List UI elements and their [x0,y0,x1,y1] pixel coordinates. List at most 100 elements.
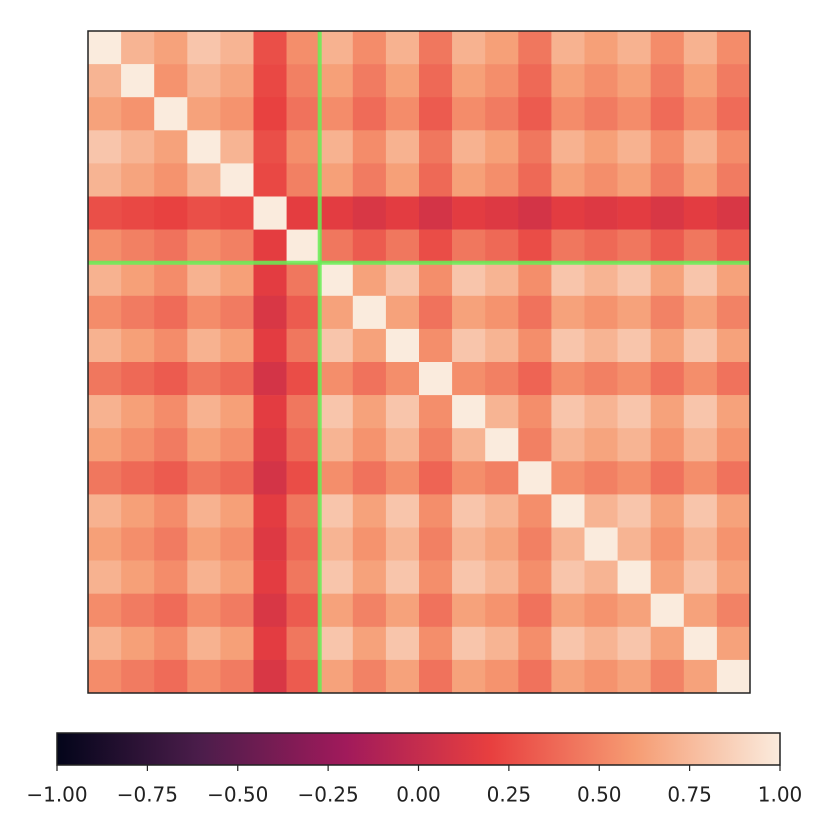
heat-cell [220,163,254,197]
heat-cell [319,64,354,98]
heat-cell [385,262,420,297]
heat-cell [319,362,354,396]
heat-cell [617,560,651,594]
heat-cell [584,494,618,528]
heat-cell [187,560,221,594]
heat-cell [187,527,221,561]
heat-cell [485,659,519,694]
heat-cell [319,461,354,495]
heat-cell [187,428,221,462]
heat-cell [121,328,155,363]
heat-cell [286,97,320,131]
heat-cell [253,395,287,429]
heat-cell [518,97,552,131]
heat-cell [617,130,651,164]
heat-cell [419,395,453,429]
heat-cell [88,31,122,65]
heat-cell [286,130,320,164]
heat-cell [650,31,685,65]
heat-cell [419,626,453,661]
heat-cell [485,163,519,197]
heat-cell [253,196,287,230]
heat-cell [88,229,122,263]
heat-cell [650,461,685,495]
heat-cell [452,163,486,197]
colorbar-tick-label: −0.75 [117,783,178,807]
heat-cell [551,626,585,661]
heat-cell [650,593,685,628]
heat-cell [253,461,287,495]
heat-cell [716,560,751,594]
heat-cell [452,64,486,98]
heat-cell [551,659,585,694]
heat-cell [352,196,387,230]
heat-cell [88,130,122,164]
heat-cell [220,130,254,164]
heat-cell [352,328,387,363]
heat-cell [716,395,751,429]
heat-cell [617,64,651,98]
heat-cell [683,229,718,263]
heat-cell [121,229,155,263]
heat-cell [518,229,552,263]
heat-cell [385,659,420,694]
heat-cell [187,295,221,330]
heat-cell [584,64,618,98]
heat-cell [551,295,585,330]
heat-cell [187,196,221,230]
heat-cell [716,659,751,694]
heat-cell [584,362,618,396]
heat-cell [286,196,320,230]
heat-cell [683,97,718,131]
heat-cell [518,163,552,197]
heat-cell [220,428,254,462]
heat-cell [518,262,552,297]
heat-cell [683,31,718,65]
heat-cell [88,428,122,462]
heat-cell [518,295,552,330]
heat-cell [584,262,618,297]
heat-cell [352,461,387,495]
heat-cell [551,494,585,528]
heat-cell [253,229,287,263]
heat-cell [385,97,420,131]
heat-cell [584,659,618,694]
heat-cell [617,328,651,363]
heat-cell [220,461,254,495]
heat-cell [650,659,685,694]
heat-cell [88,494,122,528]
heat-cell [352,163,387,197]
heat-cell [352,395,387,429]
heat-cell [385,163,420,197]
heat-cell [88,659,122,694]
heat-cell [650,130,685,164]
heat-cell [617,428,651,462]
heat-cell [187,362,221,396]
colorbar-tick-label: −1.00 [26,783,87,807]
heat-cell [551,395,585,429]
heat-cell [187,328,221,363]
heat-cell [683,428,718,462]
heat-cell [716,626,751,661]
heat-cell [584,295,618,330]
heat-cell [286,262,320,297]
heat-cell [121,560,155,594]
heat-cell [154,494,188,528]
heat-cell [683,527,718,561]
heat-cell [584,395,618,429]
heat-cell [551,196,585,230]
heat-cell [385,31,420,65]
heat-cell [319,395,354,429]
heat-cell [253,560,287,594]
heat-cell [154,97,188,131]
heat-cell [253,593,287,628]
heat-cell [617,362,651,396]
heat-cell [286,328,320,363]
heat-cell [385,593,420,628]
heat-cell [419,560,453,594]
heat-cell [220,328,254,363]
heat-cell [650,163,685,197]
colorbar-tick-label: 0.25 [487,783,532,807]
heat-cell [716,295,751,330]
heat-cell [88,560,122,594]
